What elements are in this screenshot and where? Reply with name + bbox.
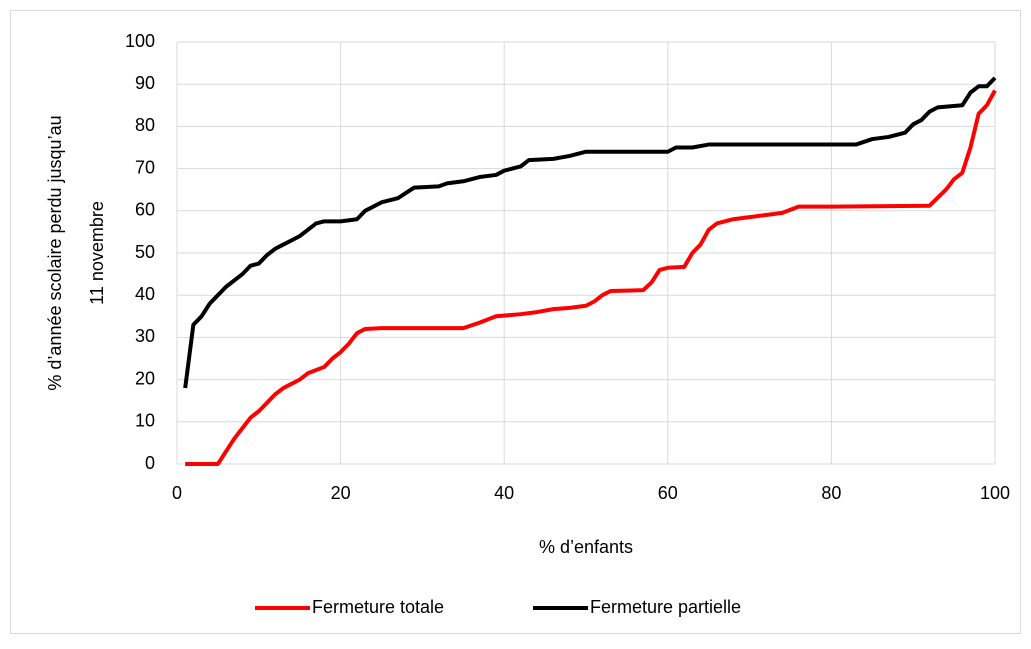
x-tick-label: 20 [331,483,351,503]
y-tick-label: 100 [125,31,155,51]
x-tick-label: 40 [494,483,514,503]
y-tick-label: 30 [135,326,155,346]
data-line [185,89,997,466]
legend-label: Fermeture partielle [590,597,741,617]
x-tick-label: 80 [821,483,841,503]
y-tick-label: 70 [135,157,155,177]
x-tick-label: 0 [172,483,182,503]
y-tick-label: 90 [135,73,155,93]
y-tick-label: 50 [135,242,155,262]
y-tick-label: 40 [135,284,155,304]
y-axis-title: % d’année scolaire perdu jusqu’au [45,115,65,390]
y-axis-title: 11 novembre [87,201,107,305]
x-tick-label: 100 [980,483,1010,503]
legend-label: Fermeture totale [312,597,444,617]
y-tick-label: 60 [135,200,155,220]
y-tick-label: 80 [135,115,155,135]
data-line [183,76,997,389]
y-tick-label: 10 [135,411,155,431]
y-tick-label: 0 [145,453,155,473]
x-tick-label: 60 [658,483,678,503]
chart-border [10,10,1021,634]
x-axis-title: % d’enfants [539,537,633,557]
y-tick-label: 20 [135,368,155,388]
